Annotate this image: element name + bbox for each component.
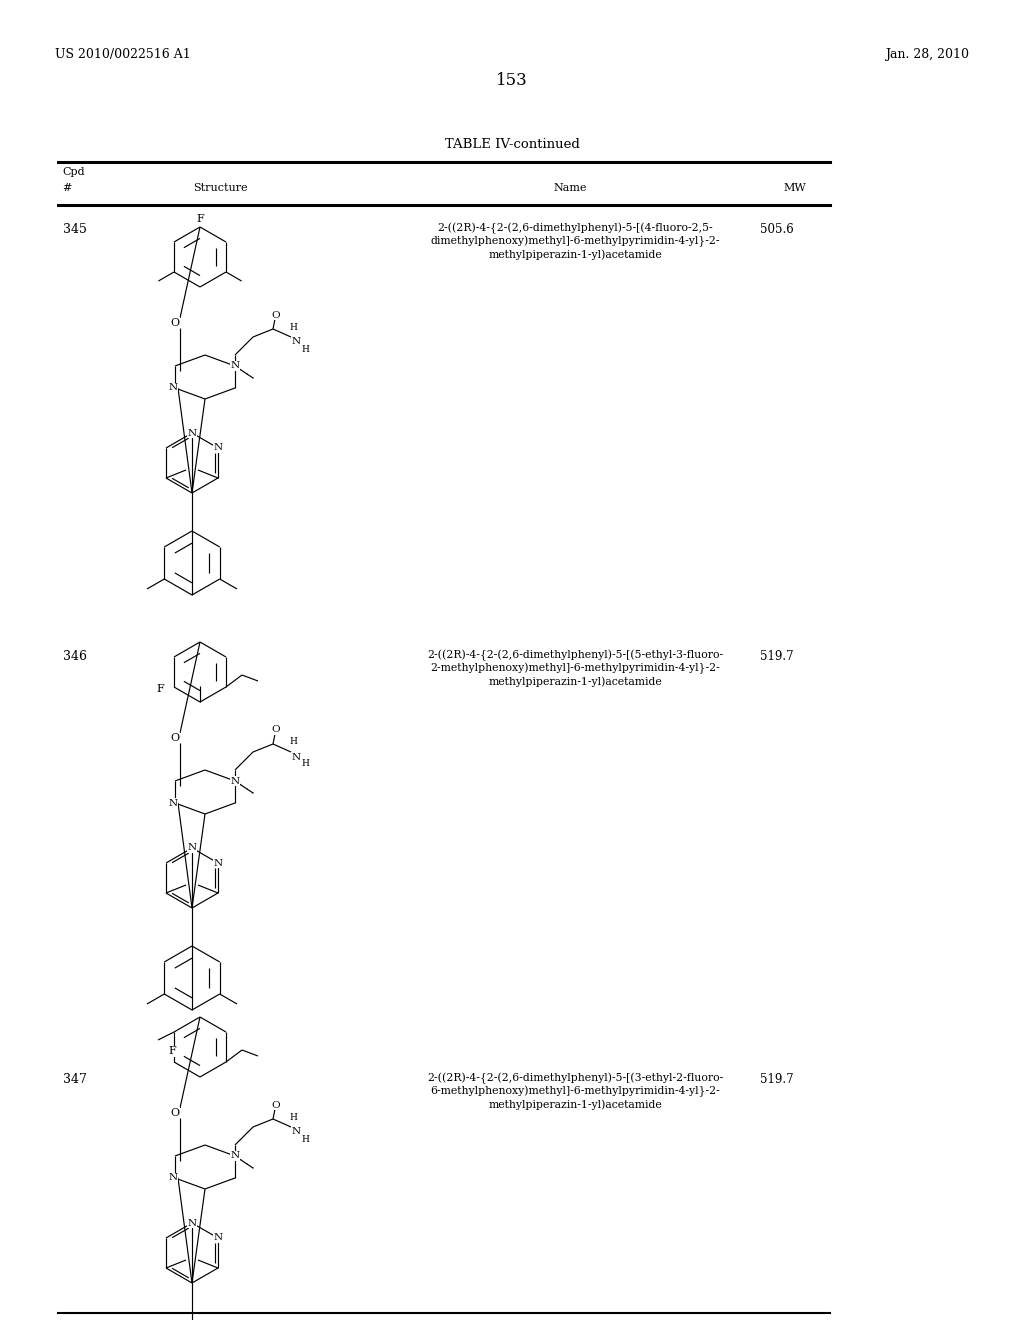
- Text: #: #: [62, 183, 72, 193]
- Text: N: N: [187, 429, 197, 437]
- Text: N: N: [292, 1127, 301, 1137]
- Text: H: H: [289, 322, 297, 331]
- Text: N: N: [168, 799, 177, 808]
- Text: F: F: [168, 1047, 176, 1056]
- Text: F: F: [157, 684, 164, 694]
- Text: N: N: [213, 444, 222, 453]
- Text: 505.6: 505.6: [760, 223, 794, 236]
- Text: N: N: [187, 1218, 197, 1228]
- Text: H: H: [301, 345, 309, 354]
- Text: H: H: [301, 759, 309, 768]
- Text: O: O: [271, 1101, 281, 1110]
- Text: N: N: [168, 1173, 177, 1183]
- Text: 347: 347: [63, 1073, 87, 1086]
- Text: N: N: [292, 338, 301, 346]
- Text: TABLE IV-continued: TABLE IV-continued: [444, 139, 580, 150]
- Text: N: N: [213, 1233, 222, 1242]
- Text: 519.7: 519.7: [760, 1073, 794, 1086]
- Text: Jan. 28, 2010: Jan. 28, 2010: [885, 48, 969, 61]
- Text: O: O: [271, 310, 281, 319]
- Text: H: H: [289, 1113, 297, 1122]
- Text: N: N: [168, 384, 177, 392]
- Text: O: O: [271, 726, 281, 734]
- Text: N: N: [230, 362, 240, 371]
- Text: O: O: [170, 733, 179, 743]
- Text: 2-((2R)-4-{2-(2,6-dimethylphenyl)-5-[(5-ethyl-3-fluoro-
2-methylphenoxy)methyl]-: 2-((2R)-4-{2-(2,6-dimethylphenyl)-5-[(5-…: [427, 649, 723, 686]
- Text: US 2010/0022516 A1: US 2010/0022516 A1: [55, 48, 190, 61]
- Text: 346: 346: [63, 649, 87, 663]
- Text: H: H: [301, 1134, 309, 1143]
- Text: 2-((2R)-4-{2-(2,6-dimethylphenyl)-5-[(3-ethyl-2-fluoro-
6-methylphenoxy)methyl]-: 2-((2R)-4-{2-(2,6-dimethylphenyl)-5-[(3-…: [427, 1073, 723, 1110]
- Text: 345: 345: [63, 223, 87, 236]
- Text: Structure: Structure: [193, 183, 248, 193]
- Text: N: N: [230, 1151, 240, 1160]
- Text: 2-((2R)-4-{2-(2,6-dimethylphenyl)-5-[(4-fluoro-2,5-
dimethylphenoxy)methyl]-6-me: 2-((2R)-4-{2-(2,6-dimethylphenyl)-5-[(4-…: [430, 223, 720, 260]
- Text: 519.7: 519.7: [760, 649, 794, 663]
- Text: Cpd: Cpd: [62, 168, 85, 177]
- Text: N: N: [213, 858, 222, 867]
- Text: MW: MW: [783, 183, 806, 193]
- Text: N: N: [230, 776, 240, 785]
- Text: O: O: [170, 318, 179, 327]
- Text: O: O: [170, 1107, 179, 1118]
- Text: 153: 153: [496, 73, 528, 88]
- Text: N: N: [187, 843, 197, 853]
- Text: H: H: [289, 738, 297, 747]
- Text: N: N: [292, 752, 301, 762]
- Text: Name: Name: [553, 183, 587, 193]
- Text: F: F: [197, 214, 204, 224]
